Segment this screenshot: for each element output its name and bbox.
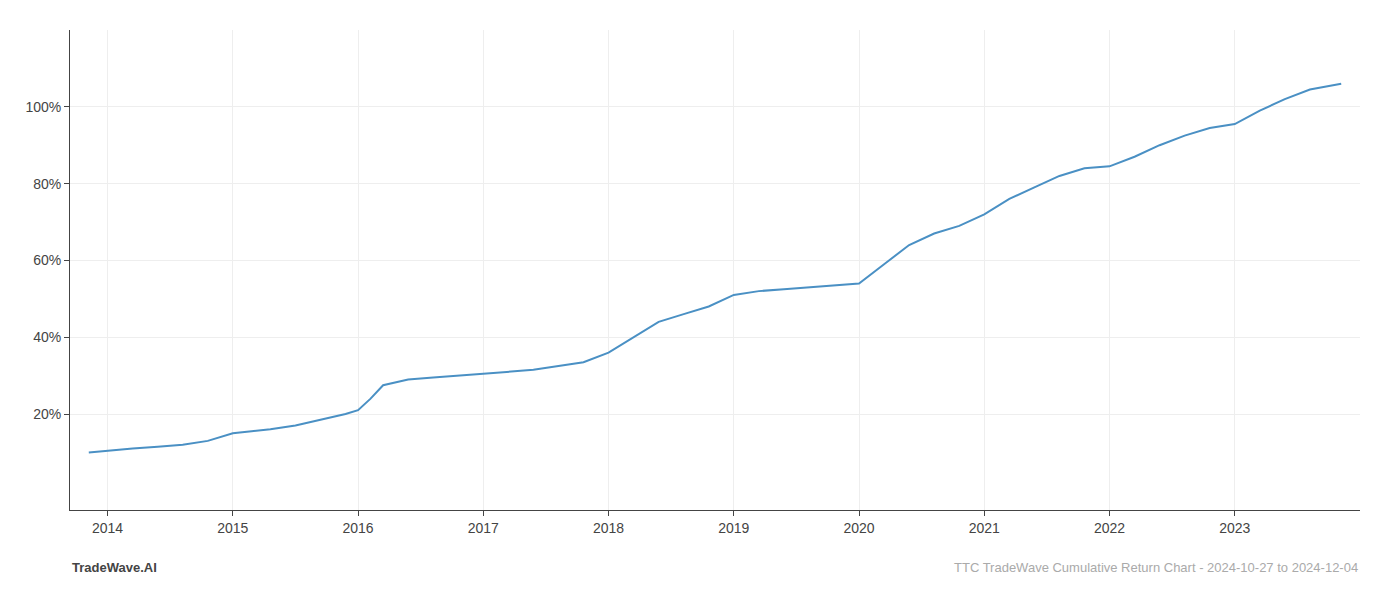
- svg-text:2017: 2017: [468, 520, 499, 536]
- svg-text:2014: 2014: [92, 520, 123, 536]
- svg-text:2020: 2020: [843, 520, 874, 536]
- svg-text:2015: 2015: [217, 520, 248, 536]
- svg-text:2018: 2018: [593, 520, 624, 536]
- svg-text:TTC TradeWave Cumulative Retur: TTC TradeWave Cumulative Return Chart - …: [954, 560, 1358, 575]
- svg-text:2016: 2016: [342, 520, 373, 536]
- svg-text:60%: 60%: [33, 252, 61, 268]
- svg-text:40%: 40%: [33, 329, 61, 345]
- svg-text:2023: 2023: [1219, 520, 1250, 536]
- svg-text:2021: 2021: [969, 520, 1000, 536]
- svg-text:100%: 100%: [25, 99, 61, 115]
- svg-text:80%: 80%: [33, 176, 61, 192]
- svg-text:2022: 2022: [1094, 520, 1125, 536]
- svg-text:2019: 2019: [718, 520, 749, 536]
- svg-text:TradeWave.AI: TradeWave.AI: [72, 560, 157, 575]
- svg-text:20%: 20%: [33, 406, 61, 422]
